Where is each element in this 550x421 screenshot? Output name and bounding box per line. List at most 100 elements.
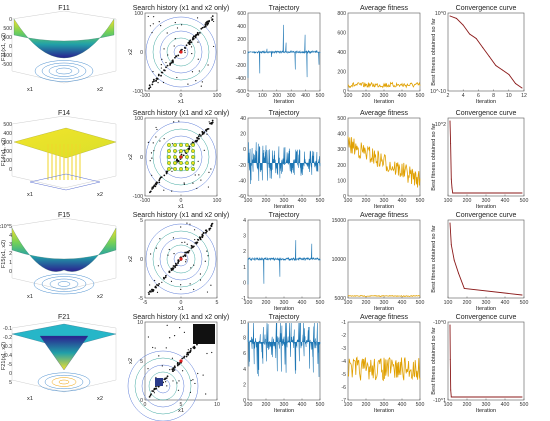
trajectory-title: Trajectory: [269, 5, 300, 12]
fitness-ytick-label: 400: [337, 132, 346, 138]
fitness-ytick-label: 500: [337, 116, 346, 122]
trajectory-xlabel: Iteration: [274, 99, 294, 105]
fitness-xtick-label: 500: [416, 198, 425, 204]
search-point: [155, 183, 158, 186]
search-title: Search history (x1 and x2 only): [133, 5, 230, 12]
search-point: [189, 283, 191, 285]
trajectory-ytick-label: 6: [243, 351, 246, 357]
search-point: [196, 187, 198, 190]
surface-tick-label: 2: [9, 251, 12, 257]
search-point: [187, 250, 189, 253]
search-cluster: [166, 142, 172, 148]
search-point: [206, 128, 209, 130]
search-point: [148, 293, 150, 295]
search-point: [198, 133, 201, 136]
surface-spike: [39, 335, 89, 371]
search-point: [152, 23, 154, 25]
convergence-title: Convergence curve: [456, 110, 517, 117]
search-point: [149, 86, 152, 89]
search-point: [210, 284, 212, 286]
search-point: [154, 347, 156, 349]
search-point: [192, 245, 195, 248]
convergence-line: [449, 222, 523, 296]
trajectory-xtick-label: 100: [258, 93, 267, 99]
search-point: [153, 392, 155, 394]
trajectory-ytick-label: -400: [236, 76, 246, 82]
convergence-plot-area: [447, 117, 525, 197]
search-point: [153, 388, 156, 391]
search-contour: [134, 357, 192, 415]
search-point: [177, 363, 180, 365]
search-point: [169, 369, 171, 371]
convergence-xlabel: Iteration: [476, 408, 496, 414]
search-cluster: [184, 166, 190, 172]
search-point: [152, 16, 155, 18]
search-point: [173, 369, 176, 371]
search-best-point: [179, 359, 183, 363]
search-contour: [159, 30, 203, 74]
search-title: Search history (x1 and x2 only): [133, 314, 230, 321]
search-cluster: [190, 142, 196, 148]
convergence-xtick-label: 300: [482, 198, 491, 204]
search-cluster: [172, 154, 178, 160]
trajectory-ytick-label: 0: [243, 147, 246, 153]
surface-zlabel: F15(x1, x2): [1, 240, 7, 268]
surface-tick-label: 0: [9, 17, 12, 23]
search-point: [198, 174, 200, 176]
search-point: [193, 229, 196, 231]
convergence-xtick-label: 4: [462, 93, 465, 99]
search-point: [179, 327, 181, 329]
search-point: [201, 234, 204, 237]
search-point: [206, 352, 208, 355]
search-point: [188, 145, 191, 148]
convergence-xlabel: Iteration: [476, 306, 496, 312]
search-cluster: [184, 160, 190, 166]
search-best-point: [179, 155, 183, 159]
search-point: [180, 153, 183, 156]
search-point: [151, 83, 154, 86]
search-point: [208, 121, 210, 123]
trajectory-xtick-label: 100: [244, 198, 253, 204]
search-point: [194, 35, 197, 37]
search-point: [185, 261, 187, 263]
search-cluster: [184, 142, 190, 148]
trajectory-xtick-label: 300: [287, 93, 296, 99]
fitness-xtick-label: 500: [416, 93, 425, 99]
surface-tick-label: 0: [9, 167, 12, 173]
search-point: [200, 135, 202, 137]
search-point: [190, 379, 192, 382]
search-point: [211, 15, 214, 18]
search-point: [182, 154, 185, 157]
search-contour: [127, 350, 199, 421]
search-point: [165, 347, 167, 349]
trajectory-xlabel: Iteration: [274, 408, 294, 414]
search-point: [185, 166, 187, 168]
search-point: [206, 291, 209, 293]
search-ytick-label: 0: [140, 50, 143, 56]
search-point: [158, 181, 161, 184]
search-point: [189, 349, 192, 352]
fitness-line: [347, 136, 421, 188]
search-point: [166, 64, 169, 67]
search-ytick-label: 100: [134, 116, 143, 122]
convergence-xtick-label: 500: [520, 300, 529, 306]
search-cluster: [166, 160, 172, 166]
search-point: [192, 37, 195, 40]
surface-tick-label: x10^5: [0, 224, 12, 230]
search-point: [158, 283, 161, 285]
trajectory-title: Trajectory: [269, 314, 300, 321]
search-point: [152, 346, 154, 349]
surface-zlabel: F11(x1, x2): [1, 33, 7, 61]
search-xtick-label: 0: [144, 402, 147, 408]
surface-tick-label: 500: [3, 26, 12, 32]
fitness-line: [347, 356, 421, 382]
search-point: [190, 46, 193, 48]
search-point: [197, 137, 200, 140]
trajectory-xtick-label: 500: [316, 93, 325, 99]
surface-tick-label: 400: [3, 131, 12, 137]
search-point: [165, 66, 167, 69]
search-point: [156, 291, 159, 294]
trajectory-ytick-label: 2: [243, 382, 246, 388]
search-point: [208, 19, 211, 22]
convergence-xtick-label: 300: [482, 300, 491, 306]
